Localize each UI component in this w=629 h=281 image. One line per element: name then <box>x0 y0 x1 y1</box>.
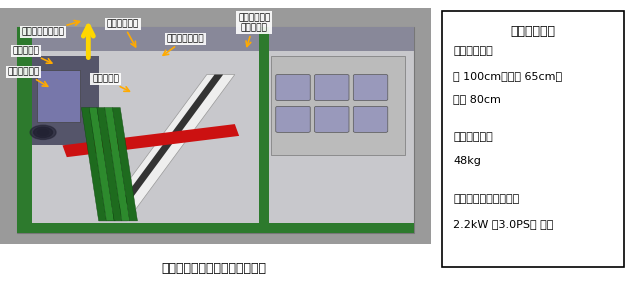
Text: 高さ 80cm: 高さ 80cm <box>454 94 501 104</box>
Bar <box>259 27 269 233</box>
Text: 太さ判別結果
表示パネル: 太さ判別結果 表示パネル <box>238 13 270 46</box>
Text: 幅 100cm、奥行 65cm、: 幅 100cm、奥行 65cm、 <box>454 71 562 81</box>
Polygon shape <box>89 108 114 221</box>
Polygon shape <box>81 108 106 221</box>
Text: 開閉式遮音蓋: 開閉式遮音蓋 <box>107 19 139 47</box>
Text: ［機体寸法］: ［機体寸法］ <box>454 46 493 56</box>
Text: 回転ノズル: 回転ノズル <box>92 75 130 91</box>
Polygon shape <box>107 74 223 221</box>
FancyBboxPatch shape <box>276 106 310 132</box>
Text: ネギを引抜く方向: ネギを引抜く方向 <box>21 21 79 37</box>
Text: 図１　開発機の外観と装置諸元: 図１ 開発機の外観と装置諸元 <box>162 262 266 275</box>
FancyBboxPatch shape <box>314 106 349 132</box>
Text: 2.2kW （3.0PS） 以上: 2.2kW （3.0PS） 以上 <box>454 219 554 228</box>
FancyBboxPatch shape <box>276 74 310 101</box>
FancyBboxPatch shape <box>314 74 349 101</box>
Bar <box>17 27 32 233</box>
Circle shape <box>38 129 48 135</box>
Polygon shape <box>104 108 130 221</box>
Bar <box>17 27 414 233</box>
Polygon shape <box>97 108 122 221</box>
Polygon shape <box>113 108 138 221</box>
Polygon shape <box>62 124 239 157</box>
Bar <box>32 56 99 145</box>
Circle shape <box>30 125 56 139</box>
Bar <box>36 70 80 122</box>
Text: 【装置諸元】: 【装置諸元】 <box>511 25 555 38</box>
Text: 48kg: 48kg <box>454 156 481 166</box>
FancyBboxPatch shape <box>353 106 387 132</box>
Text: タッチパネル: タッチパネル <box>8 68 48 86</box>
Text: ［機体質量］: ［機体質量］ <box>454 132 493 142</box>
Text: ［適応コンプレッサ］: ［適応コンプレッサ］ <box>454 194 520 204</box>
Bar <box>17 223 414 233</box>
Bar <box>272 56 405 155</box>
Bar <box>17 27 414 51</box>
Polygon shape <box>99 74 235 221</box>
Text: 太さ測定センサ: 太さ測定センサ <box>163 35 204 55</box>
FancyBboxPatch shape <box>353 74 387 101</box>
Circle shape <box>33 127 53 137</box>
Text: スピーカー: スピーカー <box>13 46 52 63</box>
